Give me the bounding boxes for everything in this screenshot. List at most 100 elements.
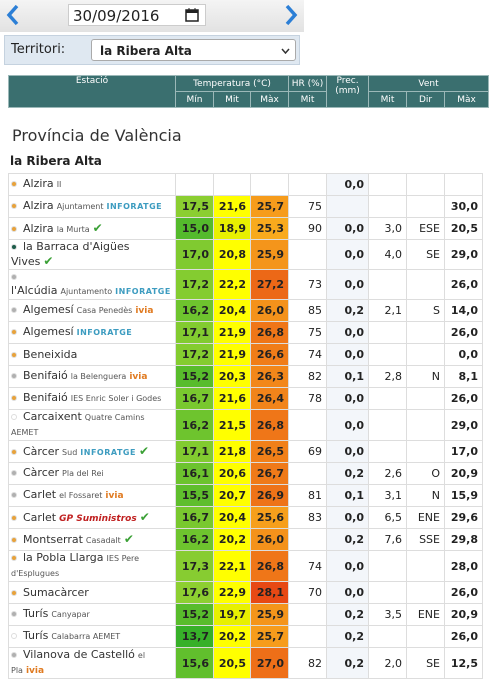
subheader-cell: Màx xyxy=(444,91,490,108)
value-cell xyxy=(288,528,327,551)
value-cell xyxy=(368,195,407,218)
value-cell: 26,8 xyxy=(250,321,289,344)
header-cell: Vent xyxy=(368,75,490,92)
station-detail: la Belenguera xyxy=(70,372,127,381)
value-cell: 20,6 xyxy=(213,462,251,485)
value-cell: ENE xyxy=(406,603,445,626)
value-cell: 75 xyxy=(288,195,327,218)
value-cell: 0,2 xyxy=(326,528,369,551)
station-dot xyxy=(11,536,17,543)
value-cell: 26,4 xyxy=(250,387,289,410)
value-cell: 29,0 xyxy=(444,409,483,441)
subheader-cell: Dir xyxy=(406,91,446,108)
value-cell: 0,2 xyxy=(326,603,369,626)
station-dot xyxy=(11,514,17,521)
value-cell: 0,2 xyxy=(326,647,369,679)
value-cell: S xyxy=(406,299,445,322)
station-cell: l'Alcúdia Ajuntamento INFORATGE xyxy=(8,269,176,300)
station-dot xyxy=(11,181,17,187)
value-cell: ESE xyxy=(406,217,445,240)
value-cell: 20,9 xyxy=(444,462,483,485)
station-name: Turís xyxy=(23,629,49,642)
station-dot xyxy=(11,274,17,280)
station-row: Alzira Ajuntament INFORATGE 17,5 21,6 25,7 75 3… xyxy=(8,195,483,218)
value-cell xyxy=(406,195,445,218)
station-cell: Alzira la Murta ✔ xyxy=(8,217,176,240)
station-detail: Quatre Camins AEMET xyxy=(11,413,145,437)
value-cell: 14,0 xyxy=(444,299,483,322)
value-cell xyxy=(368,321,407,344)
value-cell: 28,0 xyxy=(444,550,483,582)
value-cell: 26,0 xyxy=(444,387,483,410)
value-cell: 21,5 xyxy=(213,409,251,441)
station-dot xyxy=(11,633,17,639)
value-cell: 29,6 xyxy=(444,506,483,529)
header-cell: HR (%) xyxy=(288,75,328,92)
station-cell: Algemesí Casa Penedès ivia xyxy=(8,299,176,322)
station-row: Carcaixent Quatre Camins AEMET 16,2 21,5 26,… xyxy=(8,409,483,441)
value-cell: 83 xyxy=(288,506,327,529)
station-name: Benifaió xyxy=(23,369,68,382)
value-cell: 30,0 xyxy=(444,195,483,218)
value-cell: 26,0 xyxy=(250,528,289,551)
value-cell: 15,2 xyxy=(175,365,214,388)
value-cell: 82 xyxy=(288,365,327,388)
check-icon: ✔ xyxy=(138,443,149,458)
station-row: Alzira la Murta ✔ 15,0 18,9 25,3 90 0,0 3,0 ESE 20… xyxy=(8,217,483,240)
value-cell: 26,0 xyxy=(444,321,483,344)
station-brand: INFORATGE xyxy=(115,287,171,296)
value-cell: 0,1 xyxy=(326,484,369,507)
value-cell: 26,0 xyxy=(444,625,483,648)
territory-select[interactable]: la Ribera Alta xyxy=(91,39,296,61)
value-cell: 15,5 xyxy=(175,484,214,507)
value-cell: 20,5 xyxy=(213,647,251,679)
station-dot xyxy=(11,307,17,313)
value-cell: 17,1 xyxy=(175,321,214,344)
value-cell: 16,2 xyxy=(175,528,214,551)
value-cell xyxy=(368,409,407,441)
value-cell xyxy=(368,625,407,648)
station-name: Càrcer xyxy=(23,444,60,458)
station-dot xyxy=(11,395,17,401)
station-dot xyxy=(11,611,17,617)
station-brand: ivia xyxy=(135,306,154,316)
station-dot xyxy=(11,225,17,232)
value-cell xyxy=(406,581,445,604)
station-cell: Alzira II xyxy=(8,173,176,196)
value-cell: SE xyxy=(406,239,445,270)
value-cell: 0,0 xyxy=(326,269,369,300)
value-cell xyxy=(175,173,214,196)
value-cell: 29,0 xyxy=(444,239,483,270)
value-cell: 21,6 xyxy=(213,387,251,410)
value-cell: 3,0 xyxy=(368,217,407,240)
value-cell: 90 xyxy=(288,217,327,240)
value-cell: 82 xyxy=(288,647,327,679)
value-cell: SE xyxy=(406,647,445,679)
header-table: Estació Temperatura (°C) HR (%) Prec. (m… xyxy=(8,75,490,108)
value-cell: 16,1 xyxy=(175,462,214,485)
value-cell: 15,9 xyxy=(444,484,483,507)
station-cell: Carcaixent Quatre Camins AEMET xyxy=(8,409,176,441)
station-row: Carlet el Fossaret ivia 15,5 20,7 26,9 81 0,1 3,… xyxy=(8,484,483,507)
value-cell: 15,0 xyxy=(175,217,214,240)
station-dot xyxy=(11,589,17,596)
station-dot xyxy=(11,555,17,561)
station-dot xyxy=(11,203,17,209)
value-cell: 0,0 xyxy=(326,440,369,463)
prev-day[interactable] xyxy=(6,4,20,26)
header-cell: Prec. (mm) xyxy=(326,75,370,108)
value-cell xyxy=(288,462,327,485)
value-cell: 25,9 xyxy=(250,603,289,626)
value-cell: 0,2 xyxy=(326,462,369,485)
value-cell: 20,7 xyxy=(213,484,251,507)
station-cell: Vilanova de Castelló el Pla ivia xyxy=(8,647,176,679)
value-cell: 20,2 xyxy=(213,625,251,648)
station-name: Algemesí xyxy=(23,303,74,316)
value-cell: O xyxy=(406,462,445,485)
station-cell: Carlet el Fossaret ivia xyxy=(8,484,176,507)
date-input[interactable]: 30/09/2016 xyxy=(68,4,206,26)
next-day[interactable] xyxy=(284,4,298,26)
value-cell: 0,0 xyxy=(326,409,369,441)
value-cell: 20,3 xyxy=(213,365,251,388)
station-detail: Canyapar xyxy=(51,610,90,619)
